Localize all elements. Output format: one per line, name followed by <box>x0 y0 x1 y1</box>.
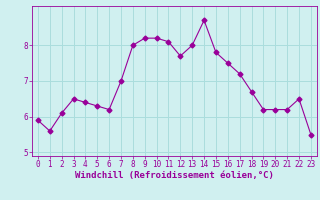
X-axis label: Windchill (Refroidissement éolien,°C): Windchill (Refroidissement éolien,°C) <box>75 171 274 180</box>
